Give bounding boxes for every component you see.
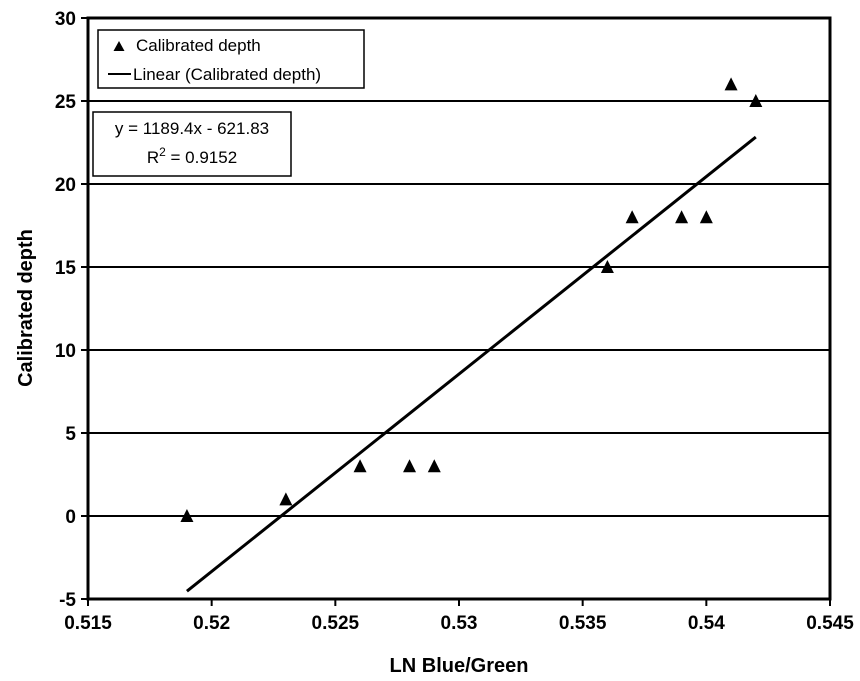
y-axis: -5 0 5 10 15 20 25 30 [55,9,88,611]
y-tick-label: 20 [55,175,76,196]
x-tick-label: 0.54 [688,613,725,634]
legend: Calibrated depth Linear (Calibrated dept… [97,29,365,89]
trendline-group [185,135,757,593]
data-point [675,210,689,224]
data-point [279,492,293,506]
x-tick-label: 0.545 [806,613,854,634]
data-point [749,94,763,107]
data-point [699,210,713,224]
data-point [625,210,639,224]
gridlines [88,100,830,517]
y-tick-label: -5 [59,590,76,611]
x-tick-label: 0.53 [441,613,478,634]
trendline-equation: y = 1189.4x - 621.83 [115,119,269,138]
data-points [180,77,763,522]
x-axis: 0.515 0.52 0.525 0.53 0.535 0.54 0.545 [64,599,854,634]
legend-box [97,29,365,89]
data-point [427,459,441,473]
data-point [600,260,614,273]
legend-triangle-marker [113,41,125,51]
y-tick-label: 10 [55,341,76,362]
equation-frame [92,111,292,177]
x-tick-label: 0.535 [559,613,607,634]
y-tick-label: 0 [65,507,76,528]
trendline [185,135,757,593]
equation-box: y = 1189.4x - 621.83 R2 = 0.9152 [92,111,292,177]
y-tick-label: 5 [65,424,76,445]
y-tick-label: 25 [55,92,77,113]
plot-area [86,16,832,601]
x-axis-title: LN Blue/Green [390,655,529,677]
y-tick-label: 15 [55,258,77,279]
legend-series-label: Calibrated depth [136,36,261,55]
y-axis-title: Calibrated depth [15,229,37,387]
data-point [724,77,738,91]
x-tick-label: 0.525 [312,613,360,634]
data-point [403,459,417,473]
r-squared-label: R2 = 0.9152 [147,145,237,167]
y-tick-label: 30 [55,9,76,30]
legend-trendline-label: Linear (Calibrated depth) [133,65,321,84]
data-point [353,459,367,473]
data-point [180,509,194,522]
x-tick-label: 0.52 [193,613,230,634]
x-tick-label: 0.515 [64,613,112,634]
